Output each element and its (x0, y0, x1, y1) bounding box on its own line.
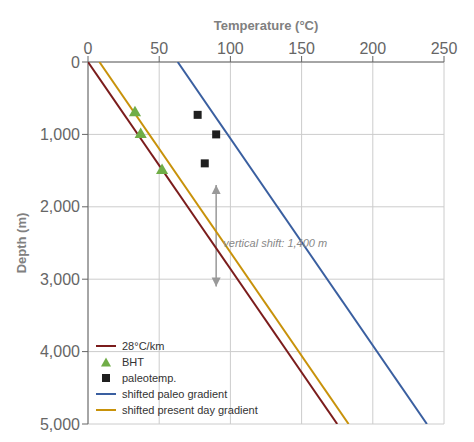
svg-text:3,000: 3,000 (40, 271, 80, 288)
svg-text:50: 50 (150, 40, 168, 57)
svg-text:150: 150 (288, 40, 315, 57)
html-text:BHT: BHT (122, 356, 144, 368)
svg-text:2,000: 2,000 (40, 198, 80, 215)
svg-text:vertical shift: 1,400 m: vertical shift: 1,400 m (223, 237, 327, 249)
html-text:paleotemp.: paleotemp. (122, 372, 177, 384)
svg-text:1,000: 1,000 (40, 126, 80, 143)
svg-text:250: 250 (431, 40, 458, 57)
svg-text:0: 0 (71, 54, 80, 71)
svg-text:0: 0 (84, 40, 93, 57)
svg-text:100: 100 (217, 40, 244, 57)
svg-text:200: 200 (359, 40, 386, 57)
html-text:28°C/km: 28°C/km (122, 340, 165, 352)
html-text:shifted paleo gradient: shifted paleo gradient (122, 388, 228, 400)
svg-text:4,000: 4,000 (40, 343, 80, 360)
html-text:shifted present day gradient: shifted present day gradient (122, 404, 258, 416)
svg-text:Temperature (°C): Temperature (°C) (214, 18, 319, 33)
svg-text:Depth (m): Depth (m) (14, 213, 29, 274)
svg-text:5,000: 5,000 (40, 416, 80, 433)
